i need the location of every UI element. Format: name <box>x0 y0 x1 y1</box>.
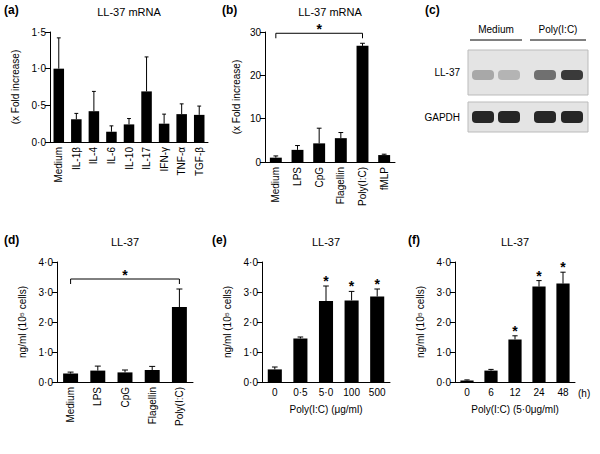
svg-text:IL-4: IL-4 <box>88 147 99 165</box>
svg-text:*: * <box>316 21 322 37</box>
svg-text:0·0: 0·0 <box>244 377 259 388</box>
svg-text:(b): (b) <box>222 3 237 17</box>
svg-text:ng/ml (10⁵ cells): ng/ml (10⁵ cells) <box>222 286 233 358</box>
svg-text:IFN-γ: IFN-γ <box>159 147 170 171</box>
svg-text:24: 24 <box>533 387 545 398</box>
svg-text:(c): (c) <box>425 3 440 17</box>
svg-text:(x Fold increase): (x Fold increase) <box>231 60 242 134</box>
svg-text:3·0: 3·0 <box>437 287 452 298</box>
svg-text:20: 20 <box>250 70 262 81</box>
svg-text:*: * <box>349 278 355 294</box>
svg-text:0·0: 0·0 <box>437 377 452 388</box>
svg-text:100: 100 <box>343 387 360 398</box>
svg-text:48: 48 <box>557 387 569 398</box>
svg-text:LL-37: LL-37 <box>111 236 139 248</box>
svg-text:5·0: 5·0 <box>319 387 334 398</box>
svg-text:ng/ml (10⁵ cells): ng/ml (10⁵ cells) <box>17 286 28 358</box>
svg-text:Poly(I:C): Poly(I:C) <box>539 24 578 35</box>
svg-text:1·0: 1·0 <box>244 347 259 358</box>
svg-text:2·0: 2·0 <box>437 317 452 328</box>
svg-text:1·0: 1·0 <box>39 347 54 358</box>
svg-text:6: 6 <box>488 387 494 398</box>
svg-text:fMLP: fMLP <box>379 167 390 191</box>
svg-text:IL-1β: IL-1β <box>71 147 82 170</box>
svg-text:(h): (h) <box>578 388 590 399</box>
svg-text:2·0: 2·0 <box>39 317 54 328</box>
svg-text:0·5: 0·5 <box>32 100 47 111</box>
svg-text:(d): (d) <box>4 233 19 247</box>
svg-text:IL-17: IL-17 <box>141 147 152 170</box>
svg-text:(a): (a) <box>4 3 19 17</box>
svg-text:(e): (e) <box>212 233 227 247</box>
svg-text:IL-10: IL-10 <box>124 147 135 170</box>
svg-text:LL-37: LL-37 <box>501 236 529 248</box>
svg-text:Flagellin: Flagellin <box>147 387 158 424</box>
svg-text:10: 10 <box>250 113 262 124</box>
svg-text:0·0: 0·0 <box>39 377 54 388</box>
svg-text:0: 0 <box>272 387 278 398</box>
svg-text:Medium: Medium <box>478 24 514 35</box>
svg-text:Flagellin: Flagellin <box>335 167 346 204</box>
svg-text:LL-37 mRNA: LL-37 mRNA <box>298 6 362 18</box>
svg-text:4·0: 4·0 <box>244 257 259 268</box>
svg-text:GAPDH: GAPDH <box>424 112 460 123</box>
svg-text:Medium: Medium <box>65 387 76 423</box>
svg-text:1·0: 1·0 <box>32 63 47 74</box>
svg-text:CpG: CpG <box>120 387 131 408</box>
svg-text:Poly(I:C) (5·0μg/ml): Poly(I:C) (5·0μg/ml) <box>471 404 558 415</box>
svg-text:2·0: 2·0 <box>244 317 259 328</box>
svg-text:12: 12 <box>509 387 521 398</box>
svg-text:1·0: 1·0 <box>437 347 452 358</box>
svg-text:ng/ml (10⁵ cells): ng/ml (10⁵ cells) <box>415 286 426 358</box>
svg-text:CpG: CpG <box>314 167 325 188</box>
svg-text:LL-37: LL-37 <box>434 67 460 78</box>
svg-text:TNF-α: TNF-α <box>176 147 187 176</box>
svg-text:LL-37: LL-37 <box>312 236 340 248</box>
svg-text:Poly(I:C) (μg/ml): Poly(I:C) (μg/ml) <box>290 404 363 415</box>
svg-text:0: 0 <box>464 387 470 398</box>
svg-text:30: 30 <box>250 27 262 38</box>
svg-text:3·0: 3·0 <box>244 287 259 298</box>
svg-text:0·0: 0·0 <box>32 137 47 148</box>
svg-text:Medium: Medium <box>53 147 64 183</box>
svg-text:LPS: LPS <box>92 387 103 406</box>
svg-text:*: * <box>560 259 566 275</box>
svg-text:0·5: 0·5 <box>293 387 308 398</box>
svg-text:LPS: LPS <box>292 167 303 186</box>
svg-text:4·0: 4·0 <box>39 257 54 268</box>
svg-text:Medium: Medium <box>270 167 281 203</box>
svg-text:4·0: 4·0 <box>437 257 452 268</box>
svg-text:TGF-β: TGF-β <box>194 147 205 176</box>
svg-text:*: * <box>536 268 542 284</box>
svg-text:Poly(I:C): Poly(I:C) <box>174 387 185 426</box>
svg-text:IL-6: IL-6 <box>106 147 117 165</box>
svg-text:3·0: 3·0 <box>39 287 54 298</box>
svg-text:*: * <box>374 276 380 292</box>
svg-text:500: 500 <box>369 387 386 398</box>
svg-text:LL-37 mRNA: LL-37 mRNA <box>97 6 161 18</box>
svg-text:(f): (f) <box>408 233 420 247</box>
svg-text:*: * <box>122 267 128 283</box>
svg-text:1·5: 1·5 <box>32 27 47 38</box>
svg-text:(x Fold increase): (x Fold increase) <box>10 50 21 124</box>
svg-text:Poly(I:C): Poly(I:C) <box>357 167 368 206</box>
svg-text:0: 0 <box>255 157 261 168</box>
svg-text:*: * <box>323 273 329 289</box>
svg-text:*: * <box>512 323 518 339</box>
